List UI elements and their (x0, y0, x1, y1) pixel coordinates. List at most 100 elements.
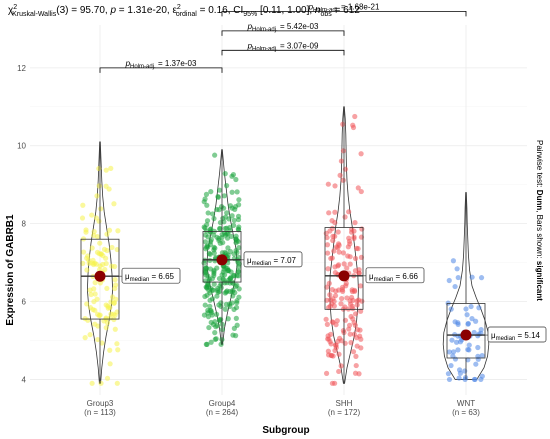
data-point (229, 189, 235, 195)
data-point (231, 217, 237, 224)
x-tick-count: (n = 63) (452, 408, 480, 417)
data-point (336, 368, 342, 375)
data-point (324, 284, 330, 290)
data-point (448, 306, 454, 312)
data-point (202, 196, 208, 202)
box-wnt (446, 303, 486, 359)
data-point (446, 349, 452, 355)
data-point (353, 362, 359, 369)
data-point (108, 311, 114, 317)
data-point (478, 275, 485, 281)
data-point (97, 263, 103, 269)
data-point (333, 322, 339, 328)
data-point (462, 376, 468, 383)
side-caption: Pairwise test: Dunn, Bars shown: signifi… (535, 140, 544, 301)
median-marker (94, 270, 106, 282)
data-point (219, 231, 225, 238)
data-point (204, 202, 210, 208)
data-point (107, 305, 113, 311)
data-point (343, 283, 349, 289)
data-point (478, 376, 484, 383)
data-point (231, 222, 237, 228)
data-point (114, 341, 120, 347)
y-tick-label: 4 (22, 375, 27, 384)
data-point (463, 306, 469, 312)
data-point (233, 176, 239, 183)
data-point (333, 288, 339, 294)
data-point (223, 289, 229, 295)
data-point (455, 320, 461, 326)
median-labels: μmedian = 6.65 μmedian = 7.07 μmedian = 6.… (105, 251, 547, 343)
data-point (84, 301, 90, 307)
data-point (326, 280, 332, 286)
data-point (211, 215, 217, 222)
data-point (234, 189, 240, 195)
median-marker (460, 329, 472, 341)
data-point (466, 342, 472, 348)
data-point (334, 318, 340, 324)
median-label: μmedian = 6.65 (125, 272, 175, 283)
data-point (354, 298, 360, 304)
data-point (91, 232, 97, 239)
data-point (225, 316, 231, 322)
data-point (347, 331, 353, 337)
data-point (332, 209, 338, 215)
data-point (227, 303, 233, 309)
data-point (204, 222, 210, 228)
data-point (218, 341, 224, 347)
data-point (216, 302, 222, 308)
data-point (91, 228, 97, 235)
data-point (229, 213, 235, 219)
data-point (114, 380, 120, 386)
data-point (214, 287, 221, 294)
data-point (115, 228, 121, 234)
data-point (478, 327, 484, 333)
data-point (207, 251, 213, 257)
data-point (449, 337, 455, 343)
data-point (202, 266, 208, 272)
data-point (325, 352, 332, 358)
data-point (450, 349, 457, 355)
x-tick-label: Group3 (87, 399, 114, 408)
data-point (228, 269, 234, 275)
data-point (446, 376, 453, 383)
data-point (475, 344, 481, 351)
data-point (112, 326, 118, 332)
data-point (472, 376, 478, 383)
violins (86, 106, 490, 384)
data-point (89, 380, 95, 386)
data-point (339, 287, 345, 293)
data-point (329, 218, 335, 224)
data-point (211, 250, 217, 256)
data-point (209, 275, 216, 282)
data-point (103, 167, 109, 173)
data-point (99, 340, 105, 346)
data-point (450, 258, 457, 264)
data-point (325, 250, 331, 256)
data-point (358, 345, 364, 351)
x-tick-count: (n = 113) (84, 408, 116, 417)
data-point (112, 277, 118, 283)
data-point (350, 124, 357, 131)
data-point (111, 316, 117, 323)
comparison-bracket (221, 49, 345, 56)
data-point (325, 266, 331, 272)
data-point (235, 226, 241, 232)
data-point (352, 322, 358, 328)
data-point (323, 316, 329, 322)
data-point (351, 287, 358, 293)
data-point (475, 333, 481, 339)
data-point (80, 202, 86, 208)
data-point (96, 183, 102, 189)
data-point (353, 353, 359, 359)
data-point (211, 281, 217, 287)
data-point (207, 227, 213, 233)
data-point (114, 309, 120, 315)
data-point (115, 347, 121, 353)
data-point (352, 255, 359, 262)
data-point (357, 283, 364, 289)
data-point (103, 302, 109, 308)
median-marker (338, 270, 350, 282)
data-point (340, 327, 347, 334)
data-point (111, 201, 117, 207)
